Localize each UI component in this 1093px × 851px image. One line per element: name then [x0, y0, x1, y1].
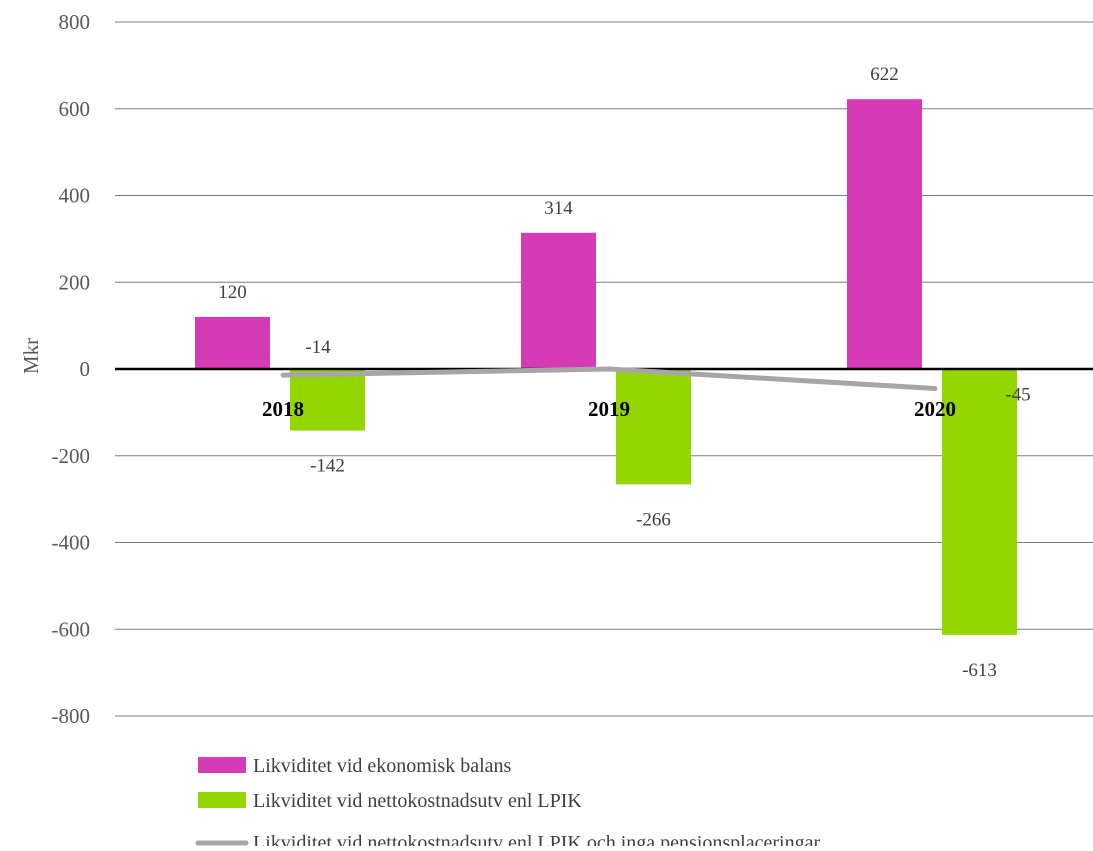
y-tick-label: -600 [52, 617, 91, 641]
data-label: -613 [962, 660, 997, 681]
legend-entry: Likviditet vid ekonomisk balans [253, 755, 512, 777]
line-data-label: -14 [305, 337, 331, 358]
series-line [280, 366, 938, 392]
x-tick-label: 2019 [588, 397, 630, 421]
y-tick-label: 800 [59, 10, 91, 34]
legend-swatch [198, 792, 246, 808]
y-tick-label: 0 [80, 357, 91, 381]
bar [942, 369, 1017, 635]
y-tick-label: -400 [52, 531, 91, 555]
bar [195, 316, 270, 369]
y-tick-label: 600 [59, 97, 91, 121]
x-tick-label: 2018 [262, 397, 304, 421]
y-tick-label: 200 [59, 270, 91, 294]
data-label: 120 [218, 282, 247, 303]
bar [616, 369, 691, 485]
data-label: 622 [870, 64, 899, 85]
legend-entry: Likviditet vid nettokostnadsutv enl LPIK [253, 790, 582, 812]
bar [847, 99, 922, 370]
legend-entry: Likviditet vid nettokostnadsutv enl LPIK… [253, 832, 820, 846]
line-data-label: -45 [1005, 385, 1030, 406]
y-tick-label: 400 [59, 184, 91, 208]
data-label: -266 [636, 509, 671, 530]
bar [521, 232, 596, 369]
bar [290, 369, 365, 431]
y-tick-label: -200 [52, 444, 91, 468]
legend-swatch [198, 757, 246, 773]
y-axis-title: Mkr [19, 338, 43, 374]
x-tick-label: 2020 [914, 397, 956, 421]
data-label: 314 [544, 198, 573, 219]
y-tick-label: -800 [52, 704, 91, 728]
data-label: -142 [310, 456, 345, 477]
